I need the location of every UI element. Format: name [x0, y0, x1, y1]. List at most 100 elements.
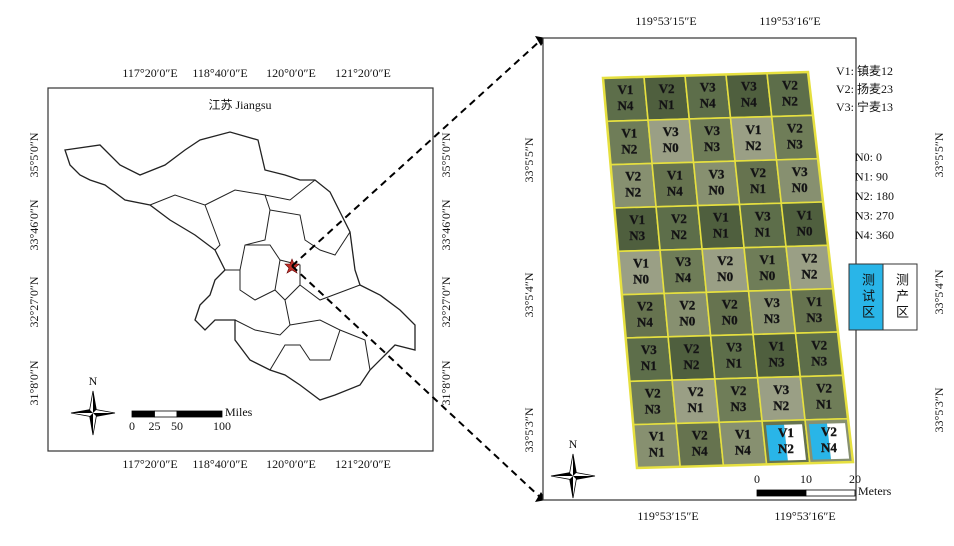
province-divisions — [149, 179, 371, 371]
plot-variety: V1 — [806, 294, 822, 309]
plot-nitrogen: N0 — [679, 314, 695, 329]
plot-variety: V3 — [773, 382, 789, 397]
lon-label: 118°40′0″E — [192, 66, 247, 80]
plot-variety: V3 — [709, 166, 725, 181]
scale-segment — [756, 489, 807, 497]
lon-label: 117°20′0″E — [122, 66, 177, 80]
plot-variety: V1 — [649, 429, 665, 444]
north-label: N — [569, 437, 578, 451]
zoom-line — [291, 39, 542, 267]
plot-nitrogen: N3 — [811, 353, 827, 368]
plot-nitrogen: N4 — [700, 96, 716, 111]
zone-label: 测试区 — [860, 273, 875, 321]
plot-nitrogen: N3 — [704, 139, 720, 154]
plot-nitrogen: N1 — [750, 181, 766, 196]
plot-nitrogen: N3 — [730, 399, 746, 414]
plot-nitrogen: N1 — [755, 224, 771, 239]
lat-label: 33°5′3″N — [522, 407, 536, 452]
lat-label: 35°5′0″N — [27, 132, 41, 177]
plot-nitrogen: N3 — [629, 228, 645, 243]
plot-variety: V2 — [816, 381, 832, 396]
plot-nitrogen: N1 — [713, 226, 729, 241]
lat-label: 33°5′4″N — [932, 269, 946, 314]
plot-variety: V2 — [750, 165, 766, 180]
plot-variety: V2 — [688, 384, 704, 399]
plot-nitrogen: N0 — [709, 182, 725, 197]
scale-segment — [176, 410, 223, 418]
plot-nitrogen: N4 — [667, 184, 683, 199]
plot-variety: V2 — [787, 121, 803, 136]
lat-label: 31°8′0″N — [439, 360, 453, 405]
plot-variety: V3 — [755, 208, 771, 223]
plot-variety: V1 — [713, 210, 729, 225]
north-arrow — [551, 454, 595, 498]
lon-label: 120°0′0″E — [266, 66, 316, 80]
plot-variety: V2 — [645, 385, 661, 400]
lat-label: 33°5′4″N — [522, 272, 536, 317]
plot-nitrogen: N0 — [759, 268, 775, 283]
plot-nitrogen: N1 — [649, 445, 665, 460]
nitrogen-legend: N1: 90 — [855, 169, 888, 183]
plot-variety: V2 — [802, 251, 818, 266]
scale-label: 100 — [213, 419, 231, 433]
plot-nitrogen: N0 — [717, 269, 733, 284]
scale-label: 20 — [849, 472, 861, 486]
plot-nitrogen: N4 — [692, 444, 708, 459]
plot-nitrogen: N0 — [722, 312, 738, 327]
plot-variety: V2 — [637, 299, 653, 314]
plot-nitrogen: N4 — [675, 270, 691, 285]
plot-nitrogen: N1 — [726, 356, 742, 371]
lon-label: 118°40′0″E — [192, 457, 247, 471]
plot-variety: V1 — [735, 426, 751, 441]
plot-nitrogen: N4 — [735, 442, 751, 457]
lon-label: 119°53′15″E — [637, 509, 698, 523]
plot-variety: V3 — [675, 254, 691, 269]
plot-nitrogen: N3 — [787, 137, 803, 152]
yield-zone — [784, 424, 806, 461]
nitrogen-legend: N0: 0 — [855, 150, 882, 164]
lon-label: 121°20′0″E — [335, 457, 391, 471]
plot-variety: V1 — [618, 82, 634, 97]
variety-legend: V1: 镇麦12 — [836, 64, 893, 78]
zone-box-test — [848, 263, 884, 331]
plot-variety: V3 — [700, 80, 716, 95]
plot-variety: V3 — [641, 342, 657, 357]
plot-nitrogen: N2 — [621, 141, 637, 156]
plot-variety: V2 — [730, 383, 746, 398]
scale-segment — [154, 410, 178, 418]
plot-nitrogen: N1 — [659, 97, 675, 112]
plot-nitrogen: N0 — [792, 180, 808, 195]
plot-nitrogen: N1 — [688, 400, 704, 415]
plot-nitrogen: N3 — [769, 354, 785, 369]
lon-label: 119°53′15″E — [635, 14, 696, 28]
plot-nitrogen: N1 — [641, 358, 657, 373]
plot-variety: V3 — [663, 124, 679, 139]
zoom-line — [291, 265, 542, 499]
nitrogen-legend: N2: 180 — [855, 189, 894, 203]
plot-nitrogen: N0 — [663, 140, 679, 155]
plot-variety: V2 — [722, 296, 738, 311]
lat-label: 32°27′0″N — [439, 276, 453, 327]
plot-nitrogen: N4 — [618, 98, 634, 113]
plot-variety: V2 — [671, 211, 687, 226]
scale-unit: Meters — [858, 484, 892, 498]
north-label: N — [89, 374, 98, 388]
lat-label: 33°46′0″N — [27, 199, 41, 250]
lat-label: 33°5′5″N — [522, 137, 536, 182]
zone-label: 测产区 — [894, 273, 909, 321]
lon-label: 120°0′0″E — [266, 457, 316, 471]
plot-nitrogen: N1 — [816, 397, 832, 412]
scale-label: 25 — [149, 419, 161, 433]
plot-nitrogen: N0 — [797, 223, 813, 238]
plot-variety: V1 — [759, 252, 775, 267]
plot-variety: V3 — [704, 123, 720, 138]
plot-variety: V2 — [625, 169, 641, 184]
lon-label: 119°53′16″E — [774, 509, 835, 523]
yield-zone — [827, 423, 850, 460]
zone-box-yield — [882, 263, 918, 331]
plot-variety: V1 — [621, 125, 637, 140]
plot-variety: V2 — [717, 253, 733, 268]
plot-variety: V2 — [683, 341, 699, 356]
lon-label: 117°20′0″E — [122, 457, 177, 471]
